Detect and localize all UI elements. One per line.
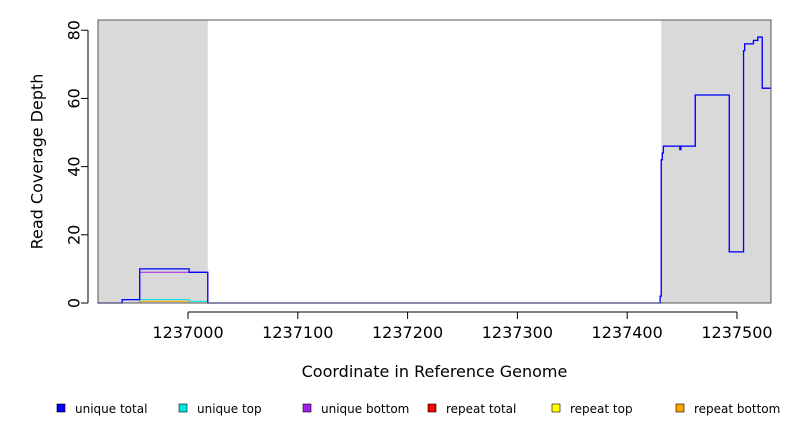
legend-swatch bbox=[178, 403, 188, 413]
legend: unique total unique top unique bottom repea… bbox=[56, 402, 780, 416]
legend-item-repeat-bottom: repeat bottom bbox=[675, 402, 780, 416]
y-tick-label: 20 bbox=[65, 225, 84, 245]
legend-label: unique top bbox=[197, 402, 262, 416]
legend-label: unique bottom bbox=[321, 402, 409, 416]
x-tick-label: 1237000 bbox=[152, 323, 223, 342]
x-tick-label: 1237300 bbox=[482, 323, 553, 342]
x-axis-title: Coordinate in Reference Genome bbox=[302, 362, 568, 381]
legend-item-unique-top: unique top bbox=[178, 402, 262, 416]
plot-frame bbox=[97, 19, 772, 304]
series-line-unique-total bbox=[98, 36, 771, 304]
legend-label: repeat top bbox=[570, 402, 633, 416]
legend-label: repeat total bbox=[446, 402, 516, 416]
y-axis: 0 20 40 60 80 bbox=[65, 20, 89, 308]
shaded-region-0 bbox=[98, 20, 208, 303]
legend-swatch bbox=[551, 403, 561, 413]
legend-swatch bbox=[302, 403, 312, 413]
x-tick-label: 1237500 bbox=[701, 323, 772, 342]
legend-label: repeat bottom bbox=[694, 402, 780, 416]
x-tick-label: 1237200 bbox=[372, 323, 443, 342]
x-axis: 1237000 1237100 1237200 1237300 1237400 12375… bbox=[152, 311, 773, 342]
legend-swatch bbox=[675, 403, 685, 413]
legend-swatch bbox=[427, 403, 437, 413]
legend-label: unique total bbox=[75, 402, 147, 416]
legend-item-repeat-total: repeat total bbox=[427, 402, 516, 416]
legend-item-repeat-top: repeat top bbox=[551, 402, 633, 416]
legend-item-unique-total: unique total bbox=[56, 402, 147, 416]
y-tick-label: 0 bbox=[65, 298, 84, 308]
x-tick-label: 1237100 bbox=[262, 323, 333, 342]
y-tick-label: 60 bbox=[65, 88, 84, 108]
y-axis-title: Read Coverage Depth bbox=[28, 74, 47, 250]
x-tick-label: 1237400 bbox=[592, 323, 663, 342]
shaded-regions bbox=[98, 20, 771, 303]
shaded-region-1 bbox=[661, 20, 771, 303]
legend-item-unique-bottom: unique bottom bbox=[302, 402, 409, 416]
legend-swatch bbox=[56, 403, 66, 413]
y-tick-label: 80 bbox=[65, 20, 84, 40]
y-tick-label: 40 bbox=[65, 156, 84, 176]
